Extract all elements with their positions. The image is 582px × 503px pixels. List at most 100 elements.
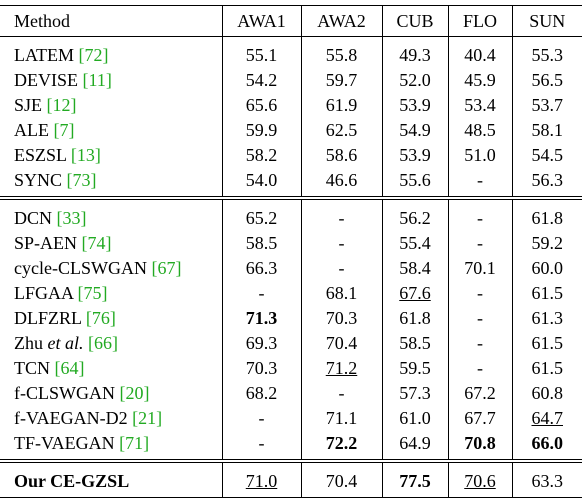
value: 61.8 [531, 208, 564, 228]
value-cell: 56.2 [381, 198, 448, 231]
value-cell: 55.4 [381, 231, 448, 256]
value: 70.8 [464, 433, 496, 453]
method-name: cycle-CLSWGAN [14, 258, 147, 278]
header-cell: Method [14, 10, 70, 31]
table-row: DEVISE [11] 54.2 59.7 52.0 45.9 56.5 [0, 68, 582, 93]
method-name: LFGAA [14, 283, 74, 303]
value-cell: - [221, 281, 301, 306]
value-cell: - [447, 198, 512, 231]
value: 67.7 [464, 408, 496, 428]
value-cell: 58.2 [221, 143, 301, 168]
value: 61.9 [325, 95, 358, 115]
value-cell: 70.4 [300, 331, 382, 356]
value: 56.5 [531, 70, 564, 90]
citation: [66] [88, 333, 118, 353]
method-cell: SP-AEN [74] [0, 231, 222, 256]
table-row: ESZSL [13] 58.2 58.6 53.9 51.0 54.5 [0, 143, 582, 168]
value: 55.4 [399, 233, 431, 253]
method-cell: ALE [7] [0, 118, 222, 143]
method-cell: SYNC [73] [0, 168, 222, 198]
value-cell: 53.9 [381, 143, 448, 168]
citation: [67] [151, 258, 182, 278]
value: 54.9 [399, 120, 431, 140]
table-header: Method AWA1 AWA2 CUB FLO SUN [0, 5, 582, 37]
header-cell: AWA1 [221, 5, 301, 37]
value: - [258, 433, 265, 453]
value: 54.0 [245, 170, 278, 190]
citation: [20] [119, 383, 150, 403]
citation: [75] [77, 283, 108, 303]
row-group: DCN [33] 65.2 - 56.2 - 61.8 SP-AEN [74] 58.5 - 55… [0, 198, 582, 461]
value: 70.1 [464, 258, 496, 278]
value: - [258, 283, 265, 303]
value: 40.4 [464, 45, 496, 65]
value-cell: - [447, 231, 512, 256]
value: 51.0 [464, 145, 496, 165]
method-name-italic: et al. [47, 333, 84, 353]
value-cell: 59.7 [300, 68, 382, 93]
value: 69.3 [245, 333, 278, 353]
value: 59.9 [245, 120, 278, 140]
value-cell: - [447, 306, 512, 331]
value: 61.5 [531, 283, 564, 303]
citation: [72] [78, 45, 109, 65]
value-cell: - [447, 281, 512, 306]
value-cell: 71.3 [221, 306, 301, 331]
method-cell: f-VAEGAN-D2 [21] [0, 406, 222, 431]
value-cell: 55.1 [221, 36, 301, 68]
value-cell: 70.3 [300, 306, 382, 331]
value-cell: 56.5 [511, 68, 582, 93]
row-group: LATEM [72] 55.1 55.8 49.3 40.4 55.3 DEVISE [11… [0, 36, 582, 198]
value: 67.2 [464, 383, 496, 403]
value-cell: 62.5 [300, 118, 382, 143]
citation: [74] [81, 233, 112, 253]
value: - [338, 208, 345, 228]
value: 60.0 [531, 258, 564, 278]
value: 45.9 [464, 70, 496, 90]
value: 65.2 [245, 208, 278, 228]
value-cell: 57.3 [381, 381, 448, 406]
value: - [258, 408, 265, 428]
header-cell: AWA2 [300, 5, 382, 37]
table-row: TCN [64] 70.3 71.2 59.5 - 61.5 [0, 356, 582, 381]
value-cell: 58.1 [511, 118, 582, 143]
value-cell: 70.4 [300, 461, 382, 498]
value-cell: 70.8 [447, 431, 512, 461]
value: 52.0 [399, 70, 431, 90]
value: 59.2 [531, 233, 564, 253]
table-row: f-CLSWGAN [20] 68.2 - 57.3 67.2 60.8 [0, 381, 582, 406]
value: 70.4 [325, 333, 358, 353]
value-cell: 61.5 [511, 331, 582, 356]
value-cell: 53.4 [447, 93, 512, 118]
table-row: SJE [12] 65.6 61.9 53.9 53.4 53.7 [0, 93, 582, 118]
value-cell: - [221, 406, 301, 431]
value-cell: - [300, 231, 382, 256]
value: 61.0 [399, 408, 431, 428]
table-row: cycle-CLSWGAN [67] 66.3 - 58.4 70.1 60.0 [0, 256, 582, 281]
citation: [21] [132, 408, 163, 428]
value: - [477, 308, 483, 328]
value: 61.5 [531, 358, 564, 378]
value: 58.4 [399, 258, 431, 278]
value-cell: 65.2 [221, 198, 301, 231]
value: 63.3 [531, 471, 564, 491]
method-cell: TF-VAEGAN [71] [0, 431, 222, 461]
value-cell: 61.8 [381, 306, 448, 331]
value: - [338, 258, 345, 278]
method-name: DCN [14, 208, 53, 228]
value: 70.3 [325, 308, 358, 328]
value-cell: 61.5 [511, 281, 582, 306]
value-cell: 45.9 [447, 68, 512, 93]
value-cell: 54.0 [221, 168, 301, 198]
value-cell: 72.2 [300, 431, 382, 461]
citation: [64] [54, 358, 85, 378]
method-name: DLFZRL [14, 308, 82, 328]
value-cell: 61.0 [381, 406, 448, 431]
method-cell: Our CE-GZSL [0, 461, 222, 498]
value: 62.5 [325, 120, 358, 140]
value-cell: 59.5 [381, 356, 448, 381]
value: 49.3 [399, 45, 431, 65]
value: 55.1 [245, 45, 278, 65]
value-cell: 64.7 [511, 406, 582, 431]
value-cell: 66.0 [511, 431, 582, 461]
